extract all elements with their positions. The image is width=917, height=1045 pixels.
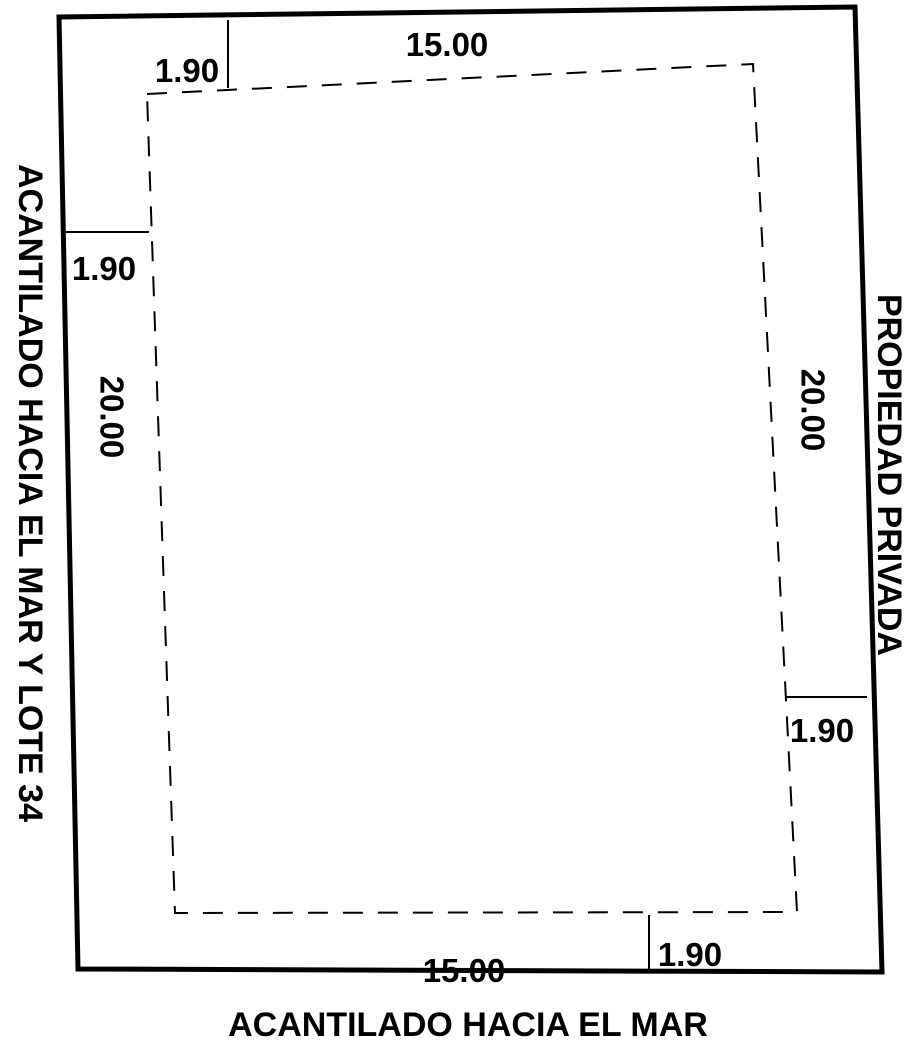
setback-bottom-label: 1.90 <box>658 936 722 973</box>
building-footprint <box>145 62 799 915</box>
bottom-length-label: 15.00 <box>423 952 506 989</box>
left-length-label: 20.00 <box>94 376 131 459</box>
setback-left-label: 1.90 <box>72 250 136 287</box>
boundary-right-label: PROPIEDAD PRIVADA <box>870 294 908 656</box>
boundary-left-label: ACANTILADO HACIA EL MAR Y LOTE 34 <box>11 164 49 822</box>
lot-boundary <box>56 4 885 975</box>
boundary-bottom-label: ACANTILADO HACIA EL MAR <box>228 1006 708 1044</box>
right-length-label: 20.00 <box>795 369 832 452</box>
setback-right-label: 1.90 <box>790 712 854 749</box>
setback-top-label: 1.90 <box>155 52 219 89</box>
top-length-label: 15.00 <box>406 26 489 63</box>
